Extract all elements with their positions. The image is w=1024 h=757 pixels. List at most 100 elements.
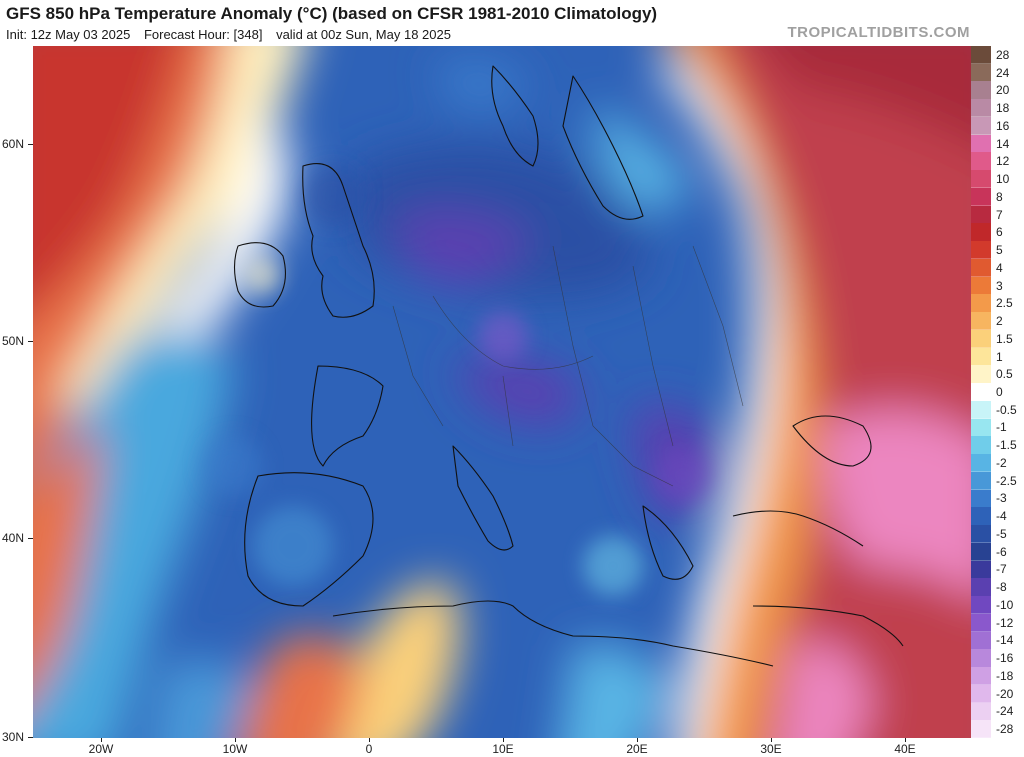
colorbar-swatch [971,720,991,739]
colorbar-swatch [971,578,991,597]
colorbar-swatch [971,702,991,721]
colorbar-label: 0 [996,385,1003,399]
colorbar-label: 2.5 [996,296,1013,311]
colorbar-swatch [971,400,991,420]
lat-tick [28,341,33,342]
lon-label-10w: 10W [222,742,248,756]
colorbar-label: -3 [996,491,1007,506]
colorbar-swatch [971,312,991,331]
colorbar-swatch [971,223,991,242]
colorbar-swatch [971,99,991,118]
colorbar-swatch [971,418,991,437]
colorbar-label: 1 [996,349,1003,364]
lon-tick [101,738,102,742]
colorbar-label: -7 [996,562,1007,577]
lat-label-30n: 30N [2,730,25,744]
colorbar-label: 20 [996,83,1010,98]
colorbar-swatch [971,46,991,65]
colorbar-swatch [971,613,991,633]
lon-tick [905,738,906,742]
colorbar-swatch [971,170,991,189]
colorbar-label: 24 [996,65,1010,80]
lat-tick [28,737,33,738]
colorbar-swatch [971,525,991,544]
colorbar-label: -0.5 [996,402,1017,417]
map-subtitle: Init: 12z May 03 2025 Forecast Hour: [34… [6,27,461,42]
lon-label-40e: 40E [894,742,916,756]
colorbar-swatch [971,276,991,295]
colorbar-label: 28 [996,47,1010,62]
colorbar-label: -1 [996,420,1007,435]
lon-label-0: 0 [365,742,373,756]
colorbar-swatch [971,667,991,686]
colorbar-swatch [971,152,991,171]
colorbar-swatch [971,560,991,579]
colorbar-swatch [971,187,991,207]
colorbar [971,46,991,739]
colorbar-swatch [971,383,991,402]
colorbar-label: 6 [996,225,1003,240]
colorbar-swatch [971,365,991,384]
colorbar-swatch [971,649,991,668]
colorbar-label: -2 [996,455,1007,470]
forecast-hour: Forecast Hour: [348] [143,27,263,42]
lat-label-60n: 60N [2,137,25,151]
colorbar-swatch [971,454,991,473]
colorbar-label: 12 [996,154,1010,169]
lon-tick [771,738,772,742]
colorbar-swatch [971,116,991,136]
colorbar-swatch [971,542,991,562]
lon-label-30e: 30E [760,742,782,756]
lat-tick [28,538,33,539]
lon-tick [503,738,504,742]
colorbar-swatch [971,507,991,526]
lon-label-20w: 20W [88,742,114,756]
colorbar-label: 0.5 [996,367,1013,382]
colorbar-swatch [971,81,991,100]
valid-time: valid at 00z Sun, May 18 2025 [276,27,451,42]
map-title: GFS 850 hPa Temperature Anomaly (°C) (ba… [6,4,658,23]
colorbar-label: 18 [996,101,1010,116]
colorbar-label: 3 [996,278,1003,293]
colorbar-label: -16 [996,651,1014,666]
colorbar-label: -18 [996,668,1014,683]
colorbar-label: -14 [996,633,1014,648]
colorbar-label: 8 [996,189,1003,204]
colorbar-swatch [971,63,991,82]
colorbar-label: -8 [996,580,1007,595]
lon-tick [369,738,370,742]
colorbar-label: 14 [996,136,1010,151]
lat-tick [28,144,33,145]
colorbar-swatch [971,258,991,278]
colorbar-swatch [971,329,991,349]
lon-tick [637,738,638,742]
anomaly-field [33,46,971,738]
colorbar-swatch [971,205,991,224]
colorbar-label: -12 [996,615,1014,630]
colorbar-label: 2 [996,314,1003,329]
colorbar-swatch [971,596,991,615]
colorbar-swatch [971,471,991,491]
anomaly-map [33,46,971,738]
colorbar-label: -24 [996,704,1014,719]
lon-tick [235,738,236,742]
colorbar-label: 7 [996,207,1003,222]
colorbar-label: -6 [996,544,1007,559]
colorbar-label: 1.5 [996,331,1013,346]
colorbar-label: 5 [996,243,1003,258]
colorbar-swatch [971,134,991,153]
lon-label-10e: 10E [492,742,514,756]
lat-label-40n: 40N [2,531,25,545]
colorbar-swatch [971,684,991,703]
watermark: TROPICALTIDBITS.COM [787,24,970,41]
colorbar-swatch [971,631,991,650]
colorbar-label: -20 [996,686,1014,701]
colorbar-label: -2.5 [996,473,1017,488]
lat-label-50n: 50N [2,334,25,348]
colorbar-label: 16 [996,118,1010,133]
colorbar-label: -28 [996,722,1014,737]
colorbar-swatch [971,241,991,260]
colorbar-swatch [971,489,991,508]
colorbar-swatch [971,436,991,455]
colorbar-label: 4 [996,260,1003,275]
